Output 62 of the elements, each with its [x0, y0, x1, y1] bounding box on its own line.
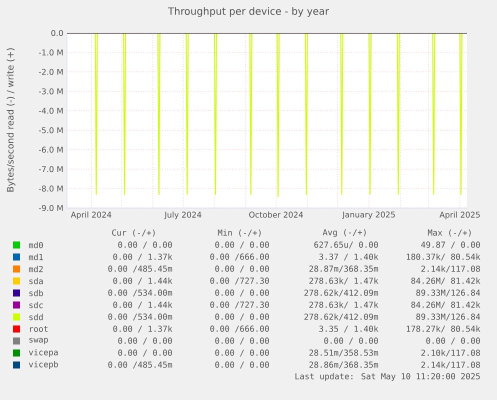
text: Max (-/+)	[428, 229, 471, 237]
text: 0.00 / 0.00	[215, 350, 269, 356]
text: 0.00 / 0.00	[118, 242, 172, 248]
text: 180.37k/ 80.54k	[406, 253, 480, 261]
text: 0.00 / 0.00	[426, 338, 480, 344]
text: 0.00 / 0.00	[324, 338, 378, 344]
text: 3.37 / 1.40k	[319, 253, 378, 261]
text: 84.26M/ 81.42k	[411, 277, 480, 285]
text: 0.00 /485.45m	[108, 266, 172, 272]
text: 278.63k/ 1.47k	[309, 301, 378, 309]
text: 0.00 / 0.00	[215, 266, 269, 272]
text: Min (-/+)	[218, 229, 261, 237]
text: 0.00 / 1.37k	[113, 325, 172, 333]
text: 0.00 / 0.00	[215, 314, 269, 320]
text: 0.00 /666.00	[210, 326, 269, 332]
text: 84.26M/ 81.42k	[411, 301, 480, 309]
text: 49.87 / 0.00	[421, 242, 480, 248]
legend-label: vicepa	[28, 349, 58, 357]
legend-label: sdd	[29, 314, 43, 320]
legend-label: md0	[28, 242, 43, 248]
text: 0.00 / 0.00	[215, 242, 269, 248]
text: 0.00 /727.30	[210, 278, 269, 284]
legend-label: sdc	[29, 302, 43, 308]
text: 0.00 /534.00m	[108, 314, 172, 320]
text: Avg (-/+)	[322, 228, 366, 238]
legend-label: root	[30, 326, 48, 332]
text: 0.00 /534.00m	[108, 290, 172, 296]
text: 0.00 / 1.44k	[113, 277, 172, 285]
text: 2.14k/117.08	[421, 361, 480, 369]
text: 0.00 / 0.00	[118, 338, 172, 344]
text: 0.00 /727.30	[210, 302, 269, 308]
legend-label: md1	[28, 254, 43, 260]
text: 3.35 / 1.40k	[319, 325, 378, 333]
text: 0.00 / 1.37k	[113, 253, 172, 261]
text: 2.10k/117.08	[421, 349, 480, 357]
legend-label: vicepb	[28, 361, 58, 369]
text: 89.33M/126.84	[416, 290, 480, 296]
text: Last update: Sat May 10 11:20:00 2025	[296, 373, 480, 381]
text: 278.62k/412.09m	[304, 313, 378, 321]
legend-label: sdb	[29, 290, 43, 296]
text: 28.87m/368.35m	[309, 266, 378, 272]
text: 0.00 / 1.44k	[113, 301, 172, 309]
text: 0.00 / 0.00	[215, 290, 269, 296]
text: 0.00 / 0.00	[118, 350, 172, 356]
text: 278.62k/412.09m	[304, 289, 378, 297]
y-axis-title: Bytes/second read (-) / write (+)	[6, 48, 16, 192]
legend-label: sda	[29, 278, 43, 284]
text: 0.00 /666.00	[210, 254, 269, 260]
text: 28.86m/368.35m	[309, 362, 378, 368]
text: 2.14k/117.08	[421, 265, 480, 273]
chart-title: Throughput per device - by year	[168, 7, 330, 17]
text: 28.51m/358.53m	[309, 350, 378, 356]
text: 178.27k/ 80.54k	[406, 325, 480, 333]
text: 278.63k/ 1.47k	[309, 277, 378, 285]
text: 0.00 / 0.00	[215, 338, 269, 344]
legend-label: swap	[29, 338, 48, 344]
legend-label: md2	[28, 266, 43, 272]
text: 0.00 / 0.00	[215, 362, 269, 368]
text: 0.00 /485.45m	[108, 362, 172, 368]
text: Cur (-/+)	[112, 229, 155, 237]
text: 627.65u/ 0.00	[314, 242, 378, 248]
text: 89.33M/126.84	[416, 314, 480, 320]
